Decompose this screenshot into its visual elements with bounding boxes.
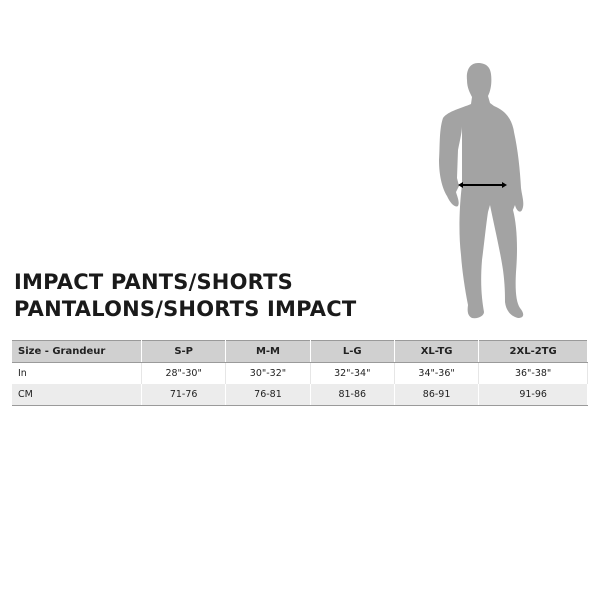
table-cell: 91-96 bbox=[478, 384, 588, 406]
size-chart-table: Size - Grandeur S-P M-M L-G XL-TG 2XL-2T… bbox=[12, 340, 588, 406]
header-cell: S-P bbox=[141, 340, 227, 363]
table-header-row: Size - Grandeur S-P M-M L-G XL-TG 2XL-2T… bbox=[12, 340, 588, 363]
table-cell: 30"-32" bbox=[225, 362, 311, 384]
table-cell: 32"-34" bbox=[310, 362, 395, 384]
row-label: In bbox=[12, 362, 142, 384]
header-cell: L-G bbox=[310, 340, 395, 363]
header-cell: Size - Grandeur bbox=[12, 340, 142, 363]
header-cell: XL-TG bbox=[394, 340, 480, 363]
table-cell: 81-86 bbox=[310, 384, 395, 406]
table-row-inches: In 28"-30" 30"-32" 32"-34" 34"-36" 36"-3… bbox=[12, 362, 588, 384]
table-cell: 34"-36" bbox=[394, 362, 480, 384]
title-french: PANTALONS/SHORTS IMPACT bbox=[14, 297, 357, 321]
header-cell: M-M bbox=[225, 340, 311, 363]
title-english: IMPACT PANTS/SHORTS bbox=[14, 270, 293, 294]
row-label: CM bbox=[12, 384, 142, 406]
header-cell: 2XL-2TG bbox=[478, 340, 588, 363]
table-cell: 71-76 bbox=[141, 384, 227, 406]
table-cell: 28"-30" bbox=[141, 362, 227, 384]
table-cell: 76-81 bbox=[225, 384, 311, 406]
table-row-cm: CM 71-76 76-81 81-86 86-91 91-96 bbox=[12, 384, 588, 406]
table-cell: 86-91 bbox=[394, 384, 480, 406]
table-cell: 36"-38" bbox=[478, 362, 588, 384]
